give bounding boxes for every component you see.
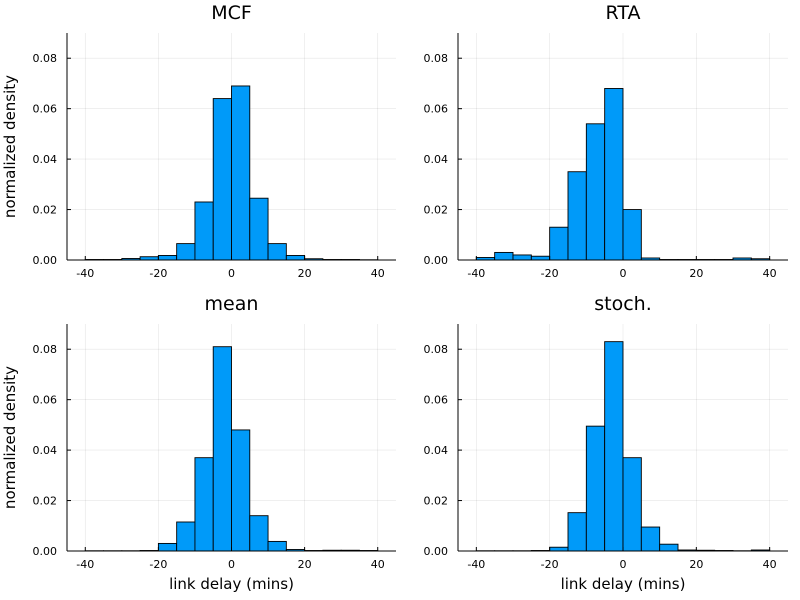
histogram-bar [212,346,232,552]
y-tick-label: 0.02 [424,204,449,217]
x-tick-label: -20 [149,558,167,571]
x-tick-label: -20 [149,267,167,280]
histogram-bar [604,341,624,552]
histogram-bar [512,254,532,261]
y-tick-label: 0.02 [33,204,58,217]
x-tick-label: -20 [541,558,559,571]
x-tick-label: 0 [620,267,627,280]
x-tick-label: 0 [228,558,235,571]
y-tick-label: 0.08 [33,52,58,65]
chart-panel-3: -40 -20 0 20 40 0.00 0.02 0.04 0.06 0.08 mean link … [1,293,396,593]
histogram-bar [249,197,269,261]
histogram-bar [231,85,251,261]
histogram-bar [267,540,287,552]
chart-title: RTA [606,2,641,24]
histogram-bar [622,457,642,552]
y-tick-label: 0.02 [33,495,58,508]
histogram-bar [231,429,251,552]
y-tick-label: 0.08 [424,343,449,356]
x-tick-label: 40 [763,558,777,571]
histogram-bar [567,512,587,552]
y-tick-label: 0.04 [33,153,58,166]
y-tick-label: 0.00 [33,545,58,558]
y-tick-label: 0.06 [33,394,58,407]
histogram-bar [549,226,569,261]
histogram-bar [567,171,587,261]
histogram-bar [640,526,661,552]
x-tick-label: 40 [371,558,385,571]
x-tick-label: 20 [689,558,703,571]
histogram-bar [194,457,214,552]
histogram-bar [494,251,514,261]
histogram-bar [659,543,679,552]
histogram-bar [285,255,306,261]
y-tick-label: 0.00 [33,254,58,267]
x-tick-label: 0 [228,267,235,280]
x-tick-label: 0 [620,558,627,571]
histogram-bar [267,243,287,261]
histogram-bar [530,255,551,261]
x-tick-label: -40 [76,267,94,280]
histogram-bar [585,123,606,261]
histogram-bar [549,546,569,552]
histogram-bar [157,542,178,552]
x-tick-label: 20 [298,267,312,280]
chart-title: stoch. [594,293,652,315]
x-tick-label: -40 [467,267,485,280]
histogram-bar [176,243,196,261]
y-tick-label: 0.00 [424,254,449,267]
histogram-bar [249,515,269,552]
y-tick-label: 0.04 [424,444,449,457]
x-tick-label: 20 [689,267,703,280]
chart-panel-2: -40 -20 0 20 40 0.00 0.02 0.04 0.06 0.08 RTA [424,2,788,280]
y-tick-label: 0.06 [33,103,58,116]
y-tick-label: 0.02 [424,495,449,508]
x-axis-label: link delay (mins) [169,575,294,593]
y-axis-label: normalized density [1,366,19,509]
chart-title: mean [205,293,259,315]
y-tick-label: 0.08 [424,52,449,65]
x-tick-label: -40 [467,558,485,571]
x-tick-label: 40 [763,267,777,280]
y-tick-label: 0.00 [424,545,449,558]
histogram-bar [212,98,232,261]
x-axis-label: link delay (mins) [561,575,686,593]
y-tick-label: 0.04 [424,153,449,166]
histogram-bar [157,255,178,261]
x-tick-label: 20 [298,558,312,571]
x-tick-label: -20 [541,267,559,280]
y-tick-label: 0.08 [33,343,58,356]
y-tick-label: 0.06 [424,394,449,407]
chart-panel-4: -40 -20 0 20 40 0.00 0.02 0.04 0.06 0.08 stoch. lin… [424,293,788,593]
y-tick-label: 0.06 [424,103,449,116]
histogram-bar [176,521,196,552]
histogram-bar [604,88,624,261]
y-axis-label: normalized density [1,75,19,218]
histogram-bar [622,209,642,261]
x-tick-label: -40 [76,558,94,571]
chart-panel-1: -40 -20 0 20 40 0.00 0.02 0.04 0.06 0.08 MCF normal… [1,2,396,280]
histogram-bar [194,201,214,261]
y-tick-label: 0.04 [33,444,58,457]
chart-title: MCF [211,2,252,24]
x-tick-label: 40 [371,267,385,280]
histogram-bar [585,425,606,552]
